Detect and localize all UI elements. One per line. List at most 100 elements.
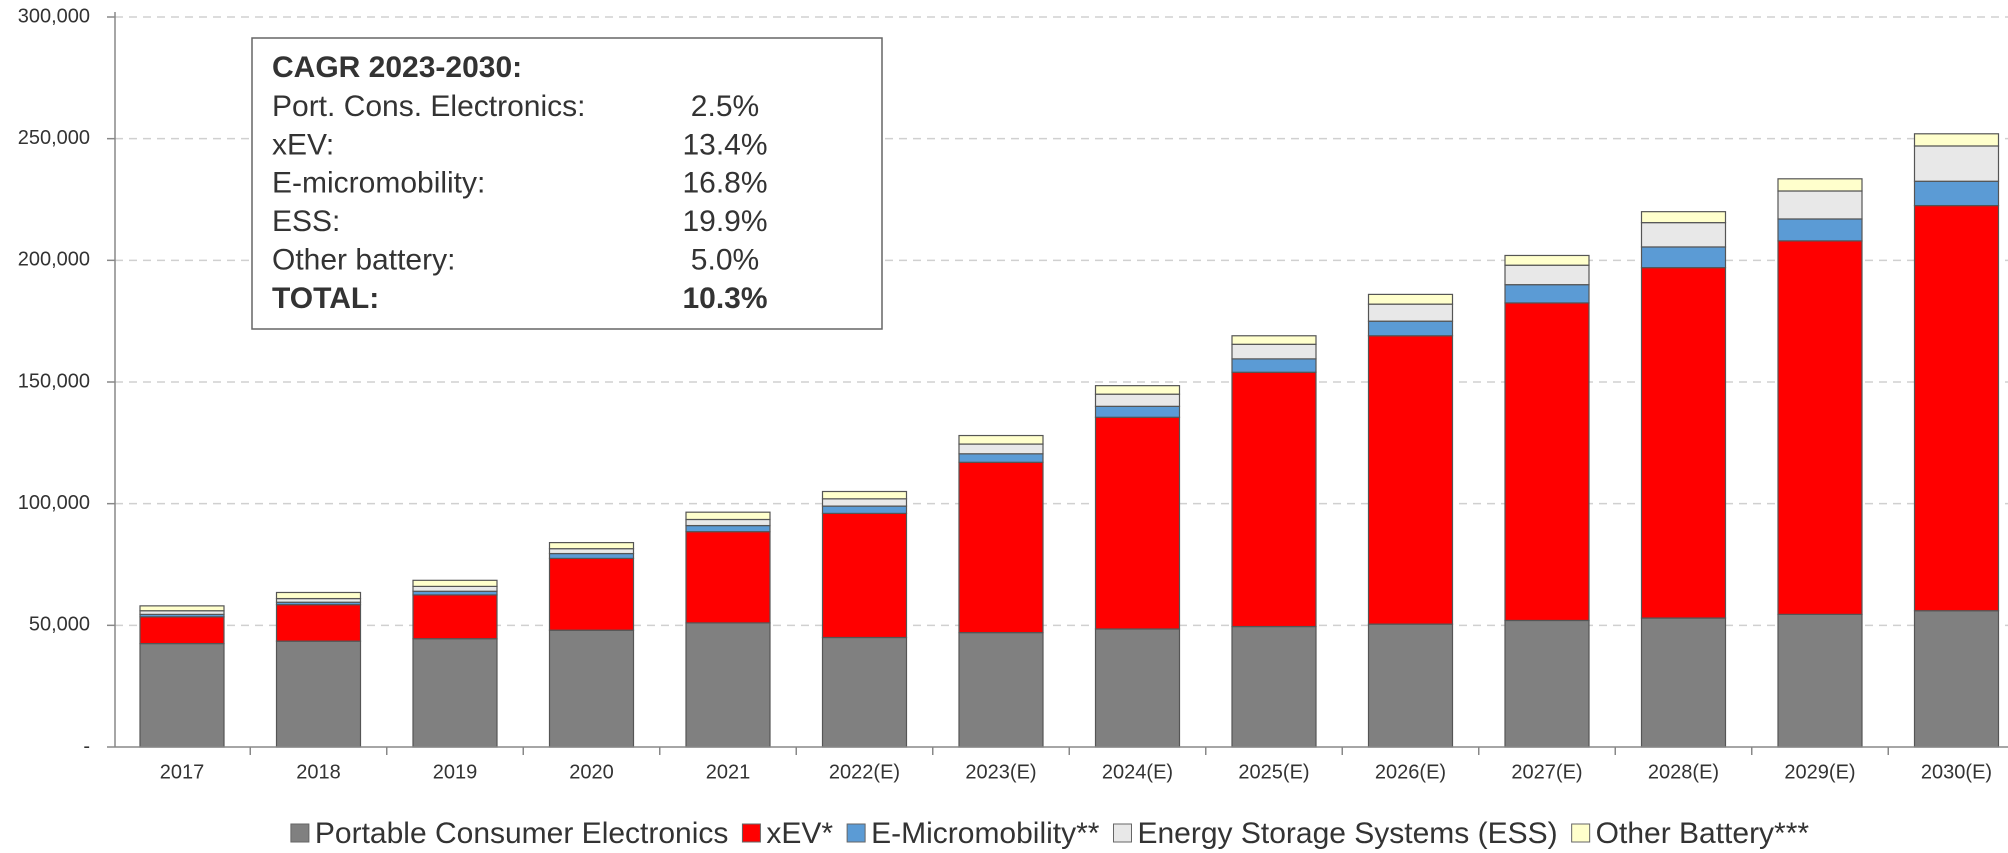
annotation-value: 19.9%	[682, 205, 767, 238]
annotation-box	[251, 37, 883, 330]
bar-segment	[1777, 178, 1863, 192]
annotation-label: Other battery:	[272, 244, 455, 277]
bar-segment	[1777, 190, 1863, 220]
annotation-label: ESS:	[272, 205, 340, 238]
x-tick-label: 2020	[569, 761, 614, 783]
bar-segment	[1504, 302, 1590, 622]
bar-segment	[685, 622, 771, 748]
x-tick-label: 2023(E)	[965, 761, 1036, 783]
bar-segment	[1367, 293, 1454, 305]
bar-segment	[1504, 264, 1590, 286]
bar-segment	[958, 434, 1044, 445]
bar-segment	[275, 591, 362, 600]
bar-segment	[1367, 320, 1454, 337]
bar-segment	[1913, 204, 2000, 612]
bar-segment	[821, 505, 908, 515]
bar-segment	[548, 629, 635, 748]
bar-segment	[1640, 211, 1727, 224]
legend-label: xEV*	[766, 817, 833, 850]
x-tick-label: 2019	[433, 761, 478, 783]
legend-label: Portable Consumer Electronics	[315, 817, 729, 850]
legend-label: E-Micromobility**	[871, 817, 1100, 850]
y-tick-label: 50,000	[29, 614, 90, 636]
annotation-value: 2.5%	[691, 90, 759, 123]
bar-segment	[412, 579, 498, 587]
y-tick-label: 300,000	[18, 5, 90, 27]
bar-segment	[821, 490, 908, 500]
bar-segment	[1640, 246, 1727, 269]
annotation-value: 10.3%	[682, 282, 767, 315]
bar-segment	[1913, 145, 2000, 182]
x-tick-label: 2021	[706, 761, 751, 783]
bar-segment	[1777, 613, 1863, 748]
bar-segment	[1504, 254, 1590, 266]
bar-segment	[412, 585, 498, 592]
bar-segment	[1094, 416, 1181, 630]
bar-segment	[1094, 385, 1181, 395]
x-tick-label: 2022(E)	[829, 761, 900, 783]
bar-segment	[139, 642, 225, 748]
legend-swatch	[290, 823, 310, 843]
x-tick-label: 2018	[296, 761, 341, 783]
bar-segment	[412, 638, 498, 748]
bar-segment	[139, 605, 225, 612]
bar-segment	[139, 616, 225, 645]
x-tick-label: 2017	[160, 761, 205, 783]
legend-swatch	[1112, 823, 1132, 843]
bar-segment	[412, 594, 498, 640]
bar-segment	[685, 531, 771, 624]
bar-segment	[1094, 405, 1181, 418]
bar-segment	[1367, 623, 1454, 748]
annotation-value: 13.4%	[682, 128, 767, 161]
bar-segment	[548, 552, 635, 560]
bar-segment	[1640, 267, 1727, 619]
bar-segment	[1231, 343, 1317, 360]
bar-segment	[685, 511, 771, 521]
bar-segment	[1777, 240, 1863, 615]
bar-segment	[821, 636, 908, 748]
bar-segment	[1777, 218, 1863, 242]
annotation-title: CAGR 2023-2030:	[272, 51, 522, 84]
x-tick-label: 2029(E)	[1784, 761, 1855, 783]
annotation-label: E-micromobility:	[272, 167, 485, 200]
y-tick-label: -	[83, 735, 90, 757]
bar-segment	[1094, 393, 1181, 407]
bar-segment	[275, 640, 362, 748]
bar-segment	[548, 541, 635, 550]
y-tick-label: 100,000	[18, 492, 90, 514]
y-tick-label: 200,000	[18, 249, 90, 271]
bar-segment	[1231, 358, 1317, 373]
bar-segment	[821, 498, 908, 507]
legend-swatch	[846, 823, 866, 843]
x-tick-label: 2030(E)	[1921, 761, 1992, 783]
bar-segment	[275, 604, 362, 642]
bar-segment	[1231, 371, 1317, 628]
bar-segment	[1231, 625, 1317, 748]
bar-segment	[1367, 335, 1454, 625]
bar-segment	[958, 632, 1044, 748]
bar-segment	[1504, 619, 1590, 748]
legend-swatch	[741, 823, 761, 843]
bar-segment	[958, 443, 1044, 455]
bar-segment	[821, 512, 908, 639]
bar-segment	[1913, 180, 2000, 207]
bar-segment	[1231, 335, 1317, 345]
legend-label: Energy Storage Systems (ESS)	[1137, 817, 1557, 850]
bar-segment	[958, 453, 1044, 463]
bar-segment	[1640, 222, 1727, 248]
bar-segment	[958, 461, 1044, 634]
x-tick-label: 2025(E)	[1238, 761, 1309, 783]
legend-label: Other Battery***	[1596, 817, 1810, 850]
bar-segment	[1367, 303, 1454, 322]
x-tick-label: 2024(E)	[1102, 761, 1173, 783]
annotation-value: 16.8%	[682, 167, 767, 200]
bar-segment	[1913, 610, 2000, 748]
x-tick-label: 2026(E)	[1375, 761, 1446, 783]
x-tick-label: 2028(E)	[1648, 761, 1719, 783]
bar-segment	[685, 524, 771, 533]
bar-segment	[685, 518, 771, 527]
bar-segment	[1640, 617, 1727, 748]
bar-segment	[1094, 628, 1181, 748]
annotation-label: Port. Cons. Electronics:	[272, 90, 585, 123]
